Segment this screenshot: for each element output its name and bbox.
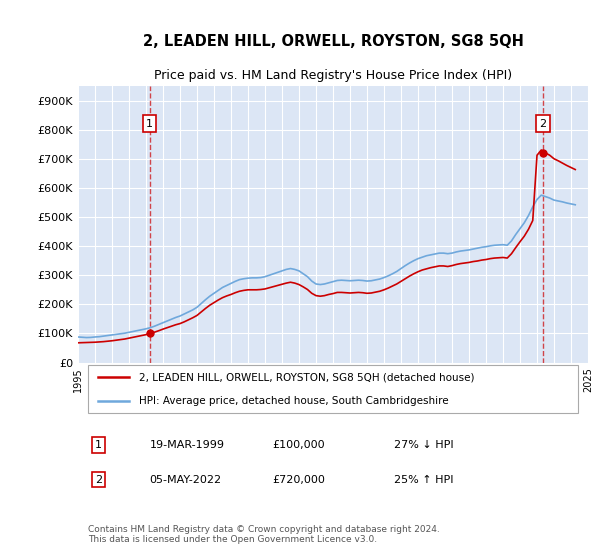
- Text: £100,000: £100,000: [272, 440, 325, 450]
- Text: 1: 1: [95, 440, 102, 450]
- Text: 25% ↑ HPI: 25% ↑ HPI: [394, 475, 454, 484]
- Text: 2: 2: [539, 119, 547, 129]
- Text: 2, LEADEN HILL, ORWELL, ROYSTON, SG8 5QH (detached house): 2, LEADEN HILL, ORWELL, ROYSTON, SG8 5QH…: [139, 372, 475, 382]
- Text: 19-MAR-1999: 19-MAR-1999: [149, 440, 224, 450]
- Text: HPI: Average price, detached house, South Cambridgeshire: HPI: Average price, detached house, Sout…: [139, 396, 449, 406]
- FancyBboxPatch shape: [88, 365, 578, 413]
- Text: 05-MAY-2022: 05-MAY-2022: [149, 475, 221, 484]
- Text: 2: 2: [95, 475, 102, 484]
- Text: £720,000: £720,000: [272, 475, 325, 484]
- Text: Price paid vs. HM Land Registry's House Price Index (HPI): Price paid vs. HM Land Registry's House …: [154, 69, 512, 82]
- Text: Contains HM Land Registry data © Crown copyright and database right 2024.
This d: Contains HM Land Registry data © Crown c…: [88, 525, 440, 544]
- Text: 2, LEADEN HILL, ORWELL, ROYSTON, SG8 5QH: 2, LEADEN HILL, ORWELL, ROYSTON, SG8 5QH: [143, 34, 523, 49]
- Text: 27% ↓ HPI: 27% ↓ HPI: [394, 440, 454, 450]
- Text: 1: 1: [146, 119, 153, 129]
